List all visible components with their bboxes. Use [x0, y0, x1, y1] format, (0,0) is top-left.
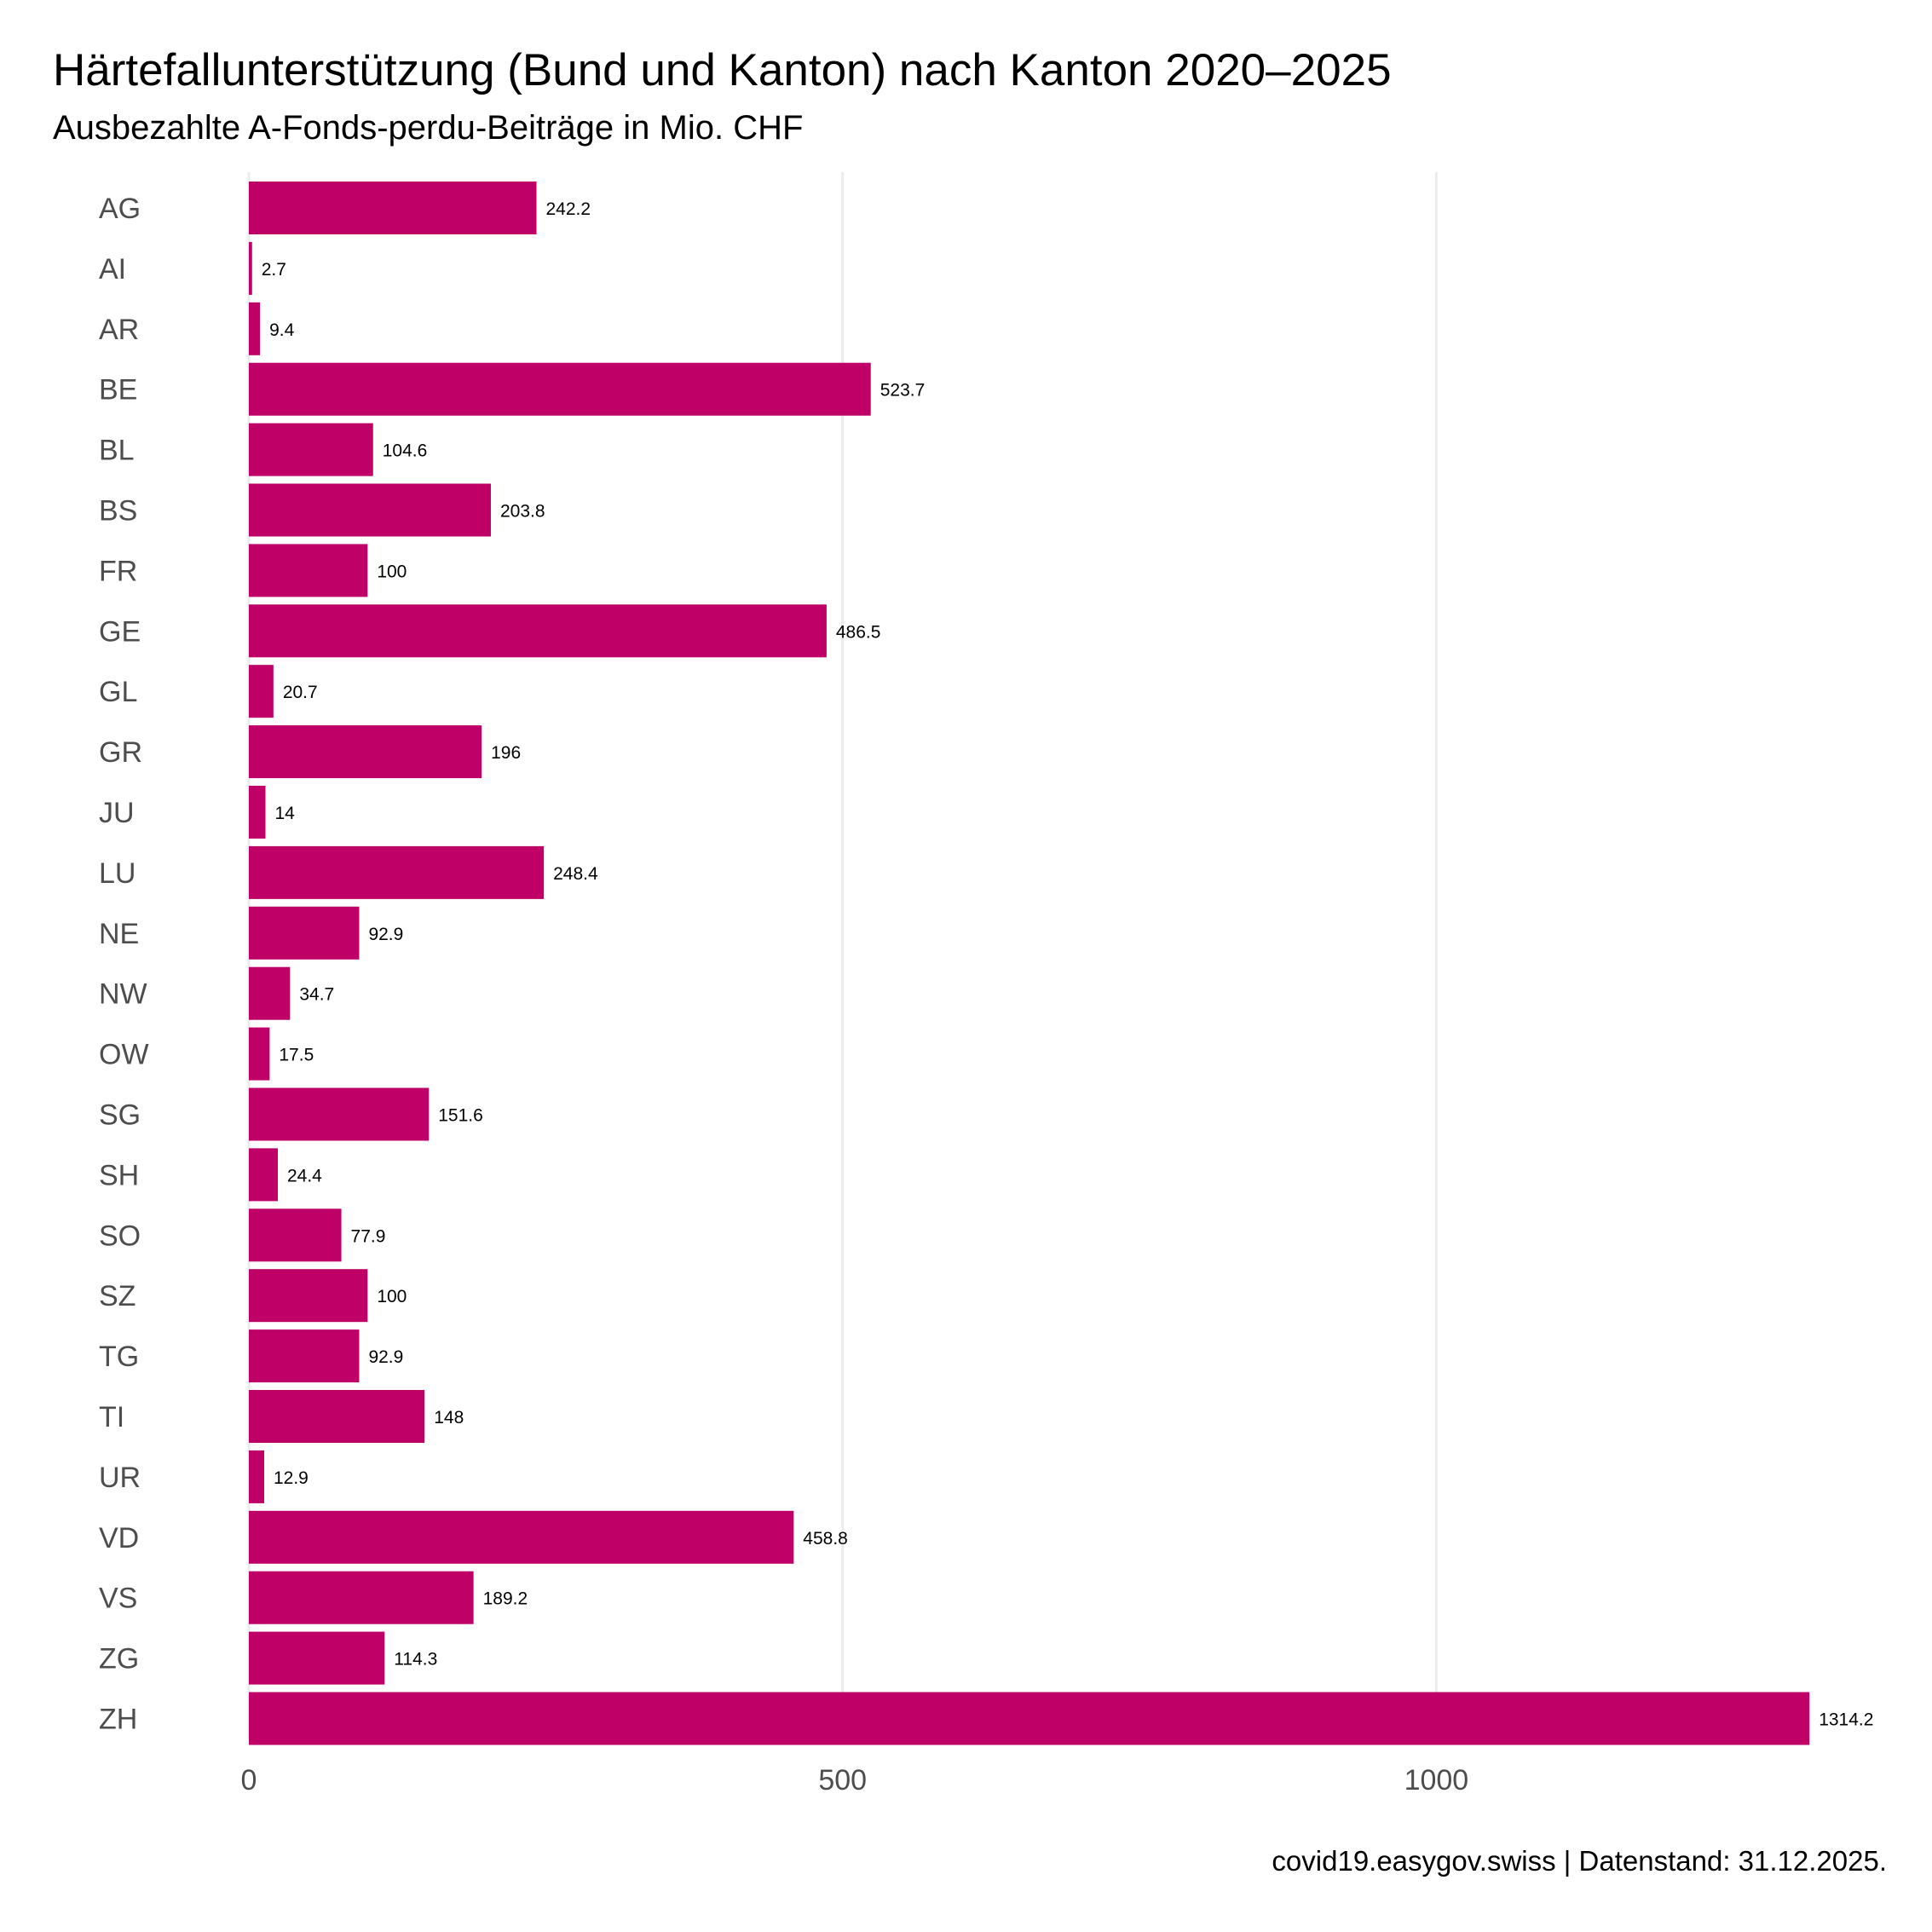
bar-vs [249, 1571, 474, 1624]
category-label: SG [99, 1099, 141, 1132]
data-label: 92.9 [368, 925, 403, 944]
category-label: ZH [99, 1704, 137, 1736]
data-label: 9.4 [269, 320, 295, 340]
data-label: 523.7 [880, 381, 926, 401]
data-label: 77.9 [351, 1226, 386, 1246]
data-label: 2.7 [262, 260, 286, 280]
data-label: 203.8 [500, 502, 545, 522]
x-tick-label: 1000 [1404, 1764, 1469, 1796]
category-label: BS [99, 495, 137, 528]
bar-vd [249, 1510, 794, 1564]
bar-tg [249, 1329, 360, 1383]
bar-zg [249, 1631, 385, 1685]
data-label: 34.7 [299, 985, 334, 1005]
bar-gl [249, 665, 274, 718]
bar-fr [249, 544, 368, 597]
data-label: 148 [434, 1408, 464, 1427]
bar-nw [249, 966, 291, 1020]
bar-ag [249, 182, 537, 234]
bar-bl [249, 423, 373, 476]
category-label: VD [99, 1522, 139, 1554]
bar-bs [249, 483, 491, 537]
data-label: 20.7 [283, 683, 318, 702]
data-label: 14 [275, 804, 296, 823]
bar-lu [249, 845, 545, 899]
bar-ju [249, 786, 266, 839]
x-tick-label: 500 [818, 1764, 867, 1796]
data-label: 24.4 [287, 1166, 322, 1185]
category-label: OW [99, 1039, 149, 1071]
category-label: LU [99, 857, 136, 890]
category-label: TG [99, 1341, 139, 1373]
bar-ti [249, 1390, 425, 1443]
bar-ne [249, 906, 360, 960]
category-label: GL [99, 676, 137, 708]
value-axis: 0 500 1000 [241, 1764, 1469, 1796]
bar-ur [249, 1450, 264, 1503]
category-label: SH [99, 1159, 139, 1191]
data-label: 458.8 [803, 1529, 848, 1548]
data-label: 100 [377, 1287, 407, 1306]
data-labels: 242.2 2.7 9.4 523.7 104.6 203.8 100 486.5 20.7 19… [262, 199, 1874, 1730]
bar-sh [249, 1148, 278, 1202]
category-label: SZ [99, 1280, 136, 1312]
bar-ge [249, 604, 827, 658]
category-label: GE [99, 615, 141, 648]
category-label: FR [99, 555, 137, 587]
bar-ow [249, 1027, 270, 1081]
bar-ar [249, 302, 261, 355]
category-label: AR [99, 314, 139, 346]
data-label: 92.9 [368, 1347, 403, 1367]
chart-title: Härtefallunterstützung (Bund und Kanton)… [53, 45, 1392, 95]
data-label: 12.9 [274, 1468, 309, 1488]
category-label: SO [99, 1220, 141, 1252]
data-label: 151.6 [438, 1106, 483, 1126]
bar-so [249, 1208, 342, 1262]
category-axis: AG AI AR BE BL BS FR GE GL GR JU LU NE NW OW SG SH SO SZ TG… [99, 193, 149, 1736]
category-label: NW [99, 978, 147, 1011]
bar-gr [249, 725, 482, 779]
bar-ai [249, 241, 252, 295]
chart-caption: covid19.easygov.swiss | Datenstand: 31.1… [1272, 1845, 1887, 1877]
category-label: AI [99, 253, 126, 285]
x-tick-label: 0 [241, 1764, 257, 1796]
category-label: NE [99, 918, 139, 950]
category-label: ZG [99, 1643, 139, 1675]
data-label: 100 [377, 562, 407, 581]
bar-be [249, 362, 871, 416]
data-label: 486.5 [836, 622, 881, 642]
category-label: BE [99, 374, 137, 407]
data-label: 104.6 [383, 441, 428, 461]
bars [249, 182, 1810, 1745]
bar-zh [249, 1692, 1810, 1745]
data-label: 1314.2 [1819, 1710, 1873, 1730]
category-label: GR [99, 736, 142, 769]
bar-sz [249, 1269, 368, 1323]
category-label: AG [99, 193, 141, 225]
category-label: JU [99, 797, 135, 829]
data-label: 17.5 [279, 1046, 314, 1065]
data-label: 196 [491, 743, 521, 763]
data-label: 114.3 [394, 1650, 437, 1670]
category-label: VS [99, 1583, 137, 1615]
data-label: 248.4 [553, 864, 598, 884]
category-label: UR [99, 1462, 141, 1494]
data-label: 242.2 [545, 199, 591, 219]
data-label: 189.2 [483, 1589, 528, 1609]
category-label: BL [99, 435, 135, 467]
chart-subtitle: Ausbezahlte A-Fonds-perdu-Beiträge in Mi… [53, 109, 804, 147]
category-label: TI [99, 1401, 124, 1433]
bar-sg [249, 1087, 430, 1141]
